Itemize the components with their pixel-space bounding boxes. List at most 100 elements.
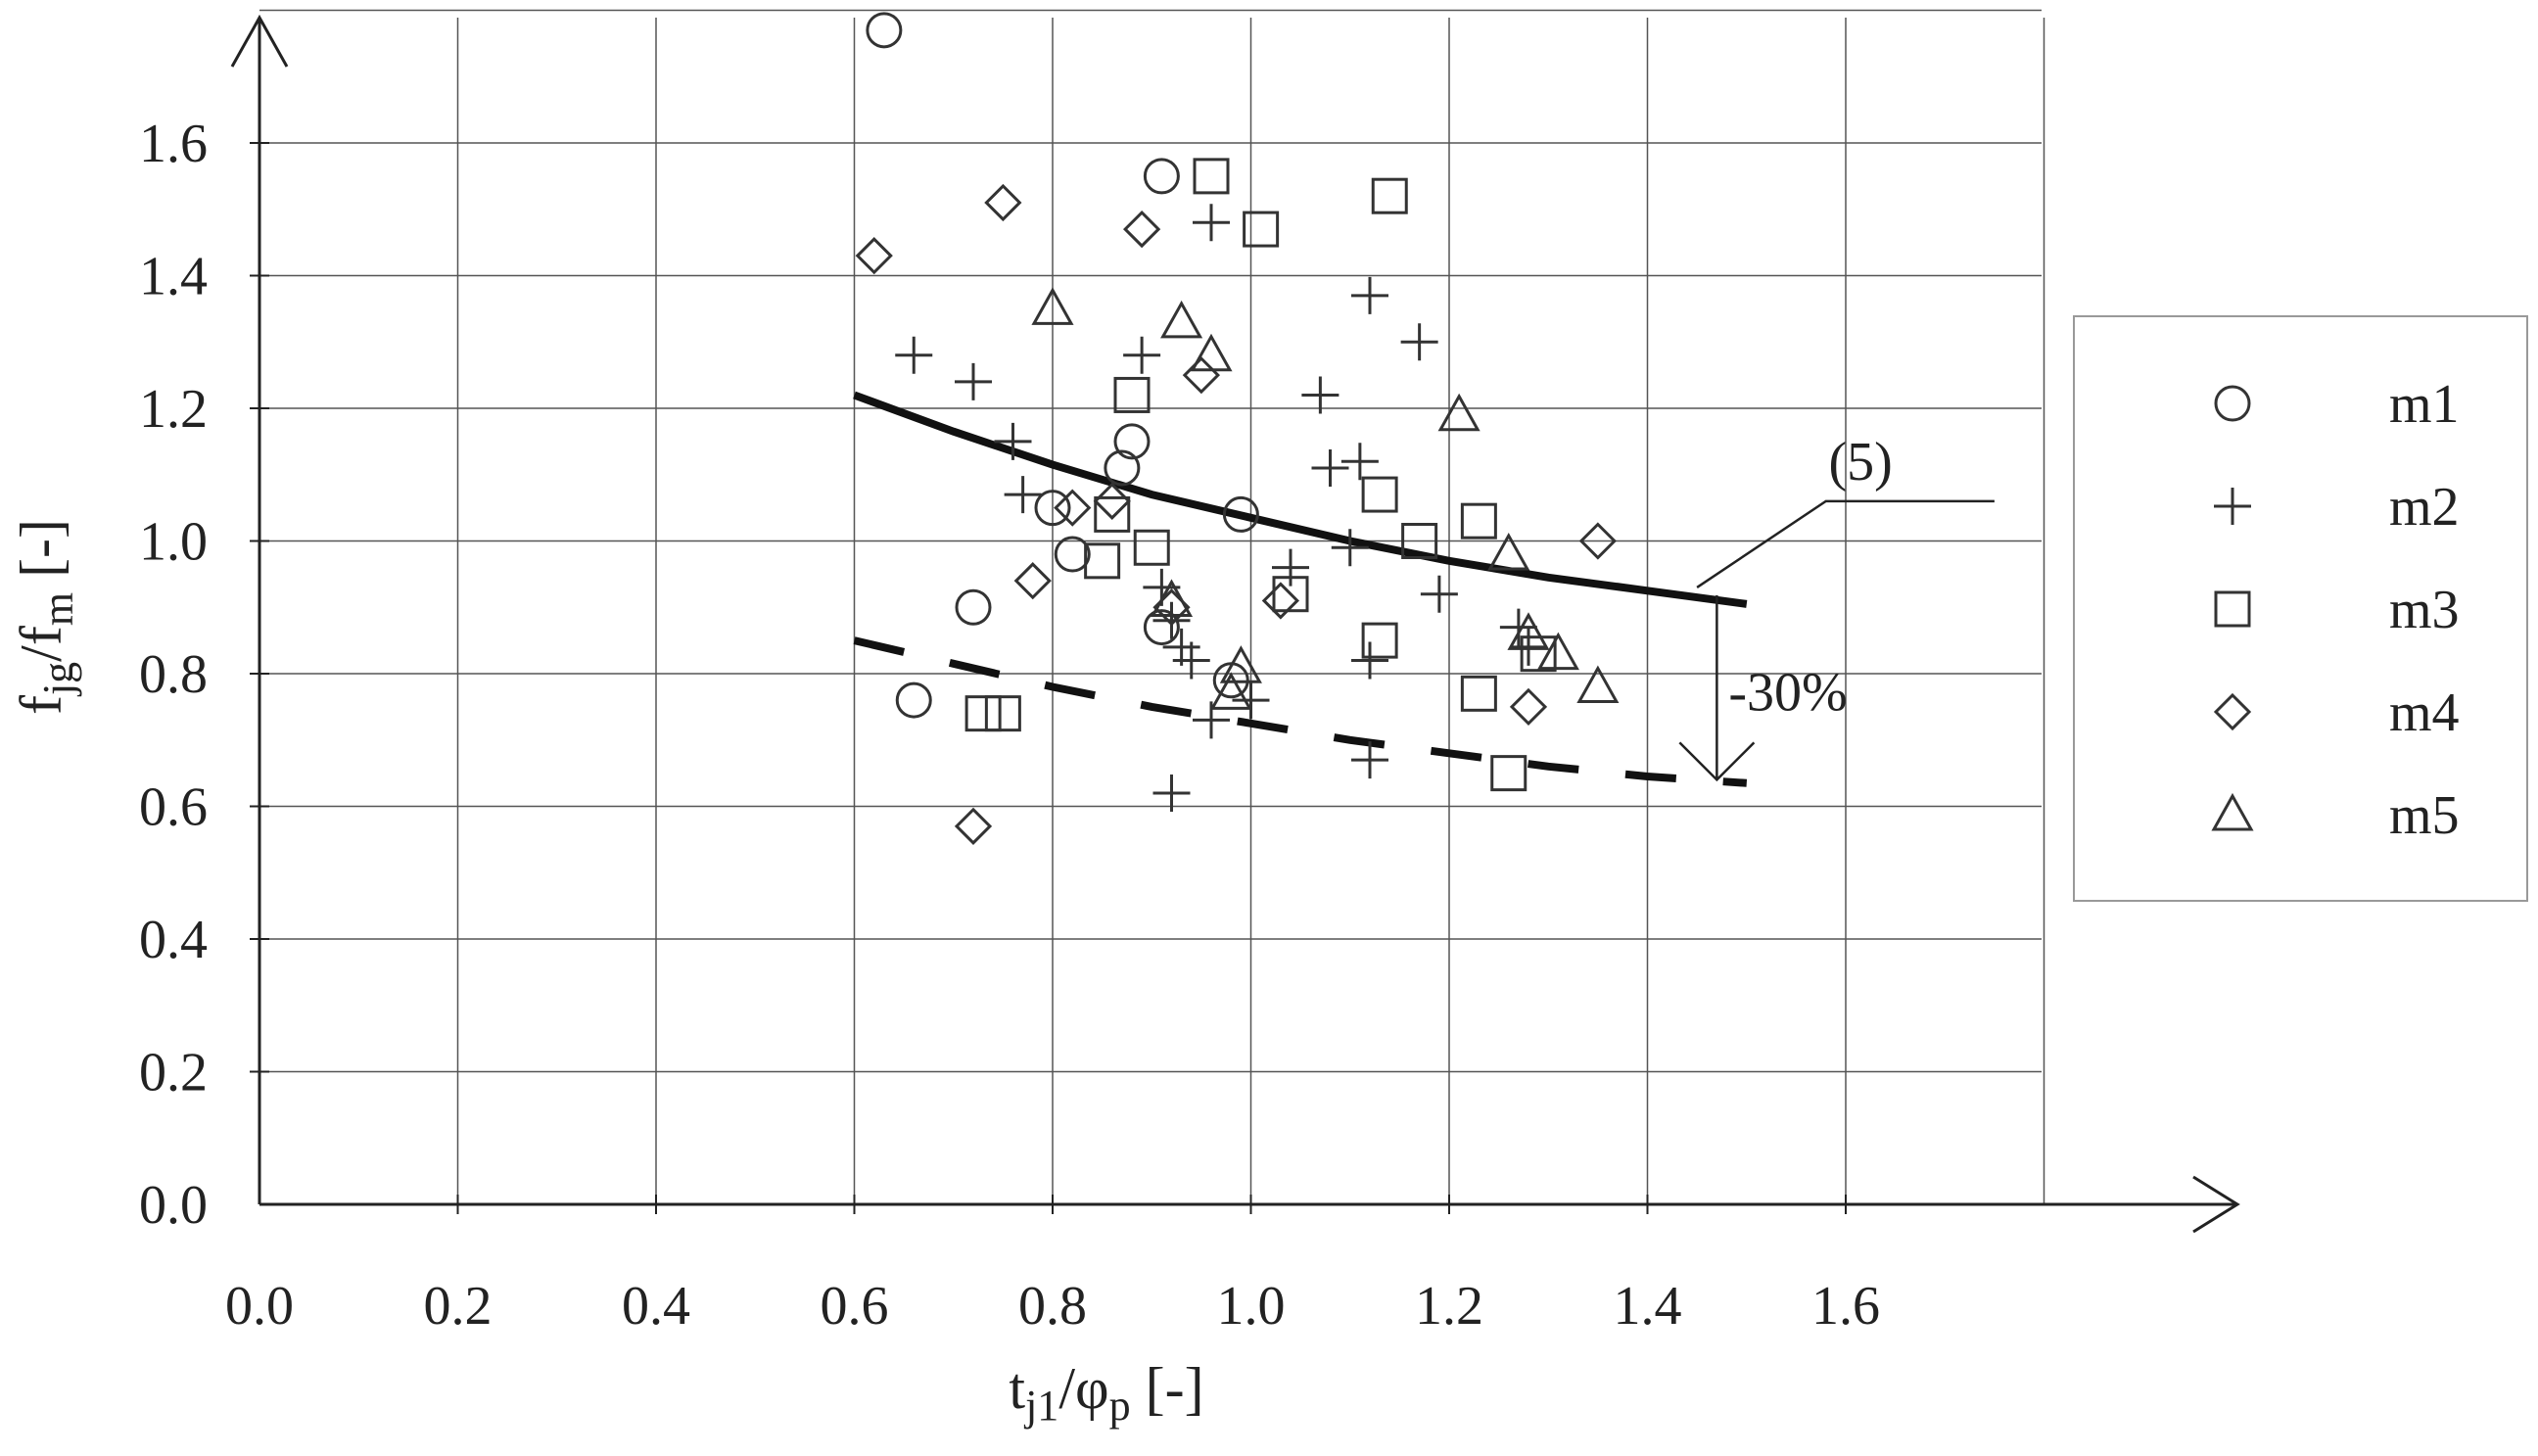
data-point-m5 <box>1576 665 1620 704</box>
data-point-m4 <box>1093 482 1131 520</box>
data-point-m3 <box>1460 502 1497 540</box>
data-point-m5 <box>1437 393 1480 432</box>
data-point-m3 <box>1272 576 1309 613</box>
legend-label-m3: m3 <box>2389 580 2460 640</box>
data-point-m3 <box>1193 158 1230 195</box>
data-point-m2 <box>1152 601 1191 639</box>
data-point-m2 <box>1420 575 1458 613</box>
data-point-m3 <box>1490 755 1528 792</box>
y-axis-arrow <box>230 14 289 68</box>
design-curve-5 <box>853 391 1748 608</box>
legend-label-m2: m2 <box>2389 477 2460 538</box>
legend-marker-m4 <box>2213 692 2252 731</box>
data-point-m5 <box>1160 300 1203 339</box>
data-point-m5 <box>1190 333 1233 372</box>
legend-marker-m2 <box>2214 488 2251 525</box>
y-tick-label: 1.4 <box>139 247 208 307</box>
y-tick-label: 1.2 <box>139 379 208 440</box>
x-tick-label: 1.0 <box>1217 1276 1286 1337</box>
annotations: (5) -30% <box>1678 432 1995 782</box>
reduction-arrow-head <box>1678 741 1756 782</box>
curves <box>853 391 1748 787</box>
data-point-m1 <box>1054 536 1091 573</box>
data-point-m2 <box>994 422 1032 460</box>
x-axis-label: tj1/φp [-] <box>1009 1356 1203 1430</box>
data-point-m1 <box>1113 423 1151 460</box>
data-point-m1 <box>1143 158 1180 195</box>
data-point-m3 <box>1133 529 1170 566</box>
data-point-m2 <box>895 336 933 374</box>
x-tick-label: 0.6 <box>821 1276 889 1337</box>
data-point-m4 <box>1578 522 1618 560</box>
data-point-m3 <box>1094 495 1131 533</box>
curve-5-leader-line <box>1696 499 1995 588</box>
data-point-m1 <box>955 588 992 626</box>
data-point-m2 <box>1152 774 1191 812</box>
data-point-m2 <box>1193 204 1230 242</box>
legend-label-m1: m1 <box>2389 374 2460 435</box>
data-point-m3 <box>1113 376 1151 413</box>
x-tick-label: 0.2 <box>424 1276 493 1337</box>
data-point-m2 <box>1272 548 1309 587</box>
data-point-m3 <box>1361 622 1398 659</box>
data-point-m5 <box>1487 532 1530 571</box>
y-tick-label: 0.6 <box>139 777 208 838</box>
data-point-m3 <box>1243 211 1280 248</box>
data-point-m2 <box>1351 276 1388 314</box>
data-point-m4 <box>855 237 893 275</box>
x-tick-label: 0.0 <box>225 1276 294 1337</box>
x-tick-label: 1.2 <box>1415 1276 1483 1337</box>
data-point-m4 <box>1013 562 1052 600</box>
curve-5-label: (5) <box>1829 432 1893 493</box>
data-point-m2 <box>1232 681 1270 720</box>
x-tick-label: 0.8 <box>1018 1276 1087 1337</box>
data-point-m3 <box>984 695 1021 732</box>
x-tick-label: 0.4 <box>622 1276 690 1337</box>
legend-box <box>2073 315 2528 902</box>
data-point-m4 <box>1509 687 1548 726</box>
data-point-m5 <box>1150 579 1194 617</box>
data-points <box>855 12 1620 845</box>
data-point-m3 <box>1084 542 1121 580</box>
data-point-m2 <box>1311 448 1349 487</box>
data-point-m4 <box>1054 489 1092 527</box>
data-point-m1 <box>895 681 932 719</box>
data-point-m2 <box>1004 476 1042 514</box>
y-tick-label: 0.4 <box>139 910 208 970</box>
data-point-m2 <box>1123 336 1161 374</box>
data-point-m4 <box>1261 582 1300 620</box>
data-point-m2 <box>1351 741 1388 779</box>
data-point-m1 <box>1143 609 1180 646</box>
data-point-m3 <box>1401 523 1438 559</box>
tick-labels: 0.0 0.2 0.4 0.6 0.8 1.0 1.2 1.4 1.6 0.0 0.2 0.4 0.6 0… <box>139 114 1880 1337</box>
data-point-m4 <box>1123 210 1161 249</box>
legend-marker-m5 <box>2211 792 2254 831</box>
data-point-m2 <box>955 362 992 400</box>
data-point-m5 <box>1507 612 1550 650</box>
legend-marker-m1 <box>2214 385 2251 422</box>
x-tick-label: 1.4 <box>1614 1276 1682 1337</box>
data-point-m5 <box>1536 632 1579 671</box>
data-point-m2 <box>1301 376 1340 414</box>
data-point-m2 <box>1340 443 1379 481</box>
data-point-m4 <box>954 807 993 845</box>
axes <box>230 14 2240 1234</box>
legend-marker-m3 <box>2214 590 2251 628</box>
legend-label-m5: m5 <box>2389 785 2460 846</box>
data-point-m5 <box>1219 645 1262 683</box>
data-point-m2 <box>1172 641 1210 680</box>
data-point-m1 <box>1104 449 1141 487</box>
y-tick-label: 0.2 <box>139 1043 208 1104</box>
x-axis-arrow <box>2192 1175 2240 1234</box>
data-point-m5 <box>1031 287 1074 325</box>
data-point-m3 <box>1371 177 1408 214</box>
x-tick-label: 1.6 <box>1811 1276 1880 1337</box>
data-point-m1 <box>1034 490 1071 527</box>
y-tick-label: 1.0 <box>139 512 208 573</box>
reduced-curve-dashed <box>853 636 1748 787</box>
legend-items: m1 m2 m3 m4 m5 <box>2211 374 2460 846</box>
legend: m1 m2 m3 m4 m5 <box>2073 315 2528 902</box>
grid <box>259 9 2045 1204</box>
data-point-m2 <box>1331 529 1369 567</box>
